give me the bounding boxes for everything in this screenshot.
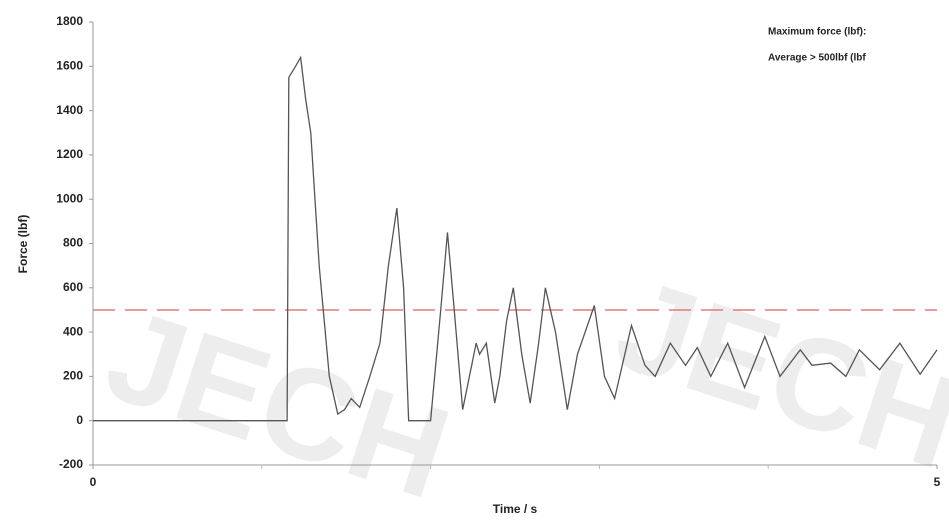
x-tick-label: 5 [934, 475, 941, 489]
annotation: Maximum force (lbf): [768, 27, 866, 38]
y-tick-label: 0 [76, 413, 83, 427]
annotation: Average > 500lbf (lbf [768, 53, 866, 64]
y-tick-label: 400 [63, 324, 83, 338]
y-tick-label: 800 [63, 236, 83, 250]
y-tick-label: 1000 [56, 191, 83, 205]
y-tick-label: 1800 [56, 14, 83, 28]
y-axis-label: Force (lbf) [16, 215, 30, 274]
watermark: JECH [91, 280, 466, 521]
y-tick-label: 1600 [56, 58, 83, 72]
y-tick-label: 1400 [56, 103, 83, 117]
x-tick-label: 0 [90, 475, 97, 489]
y-tick-label: 200 [63, 369, 83, 383]
y-tick-label: -200 [59, 457, 83, 471]
x-axis-label: Time / s [493, 502, 538, 516]
y-tick-label: 600 [63, 280, 83, 294]
force-line [93, 55, 938, 422]
y-tick-label: 1200 [56, 147, 83, 161]
